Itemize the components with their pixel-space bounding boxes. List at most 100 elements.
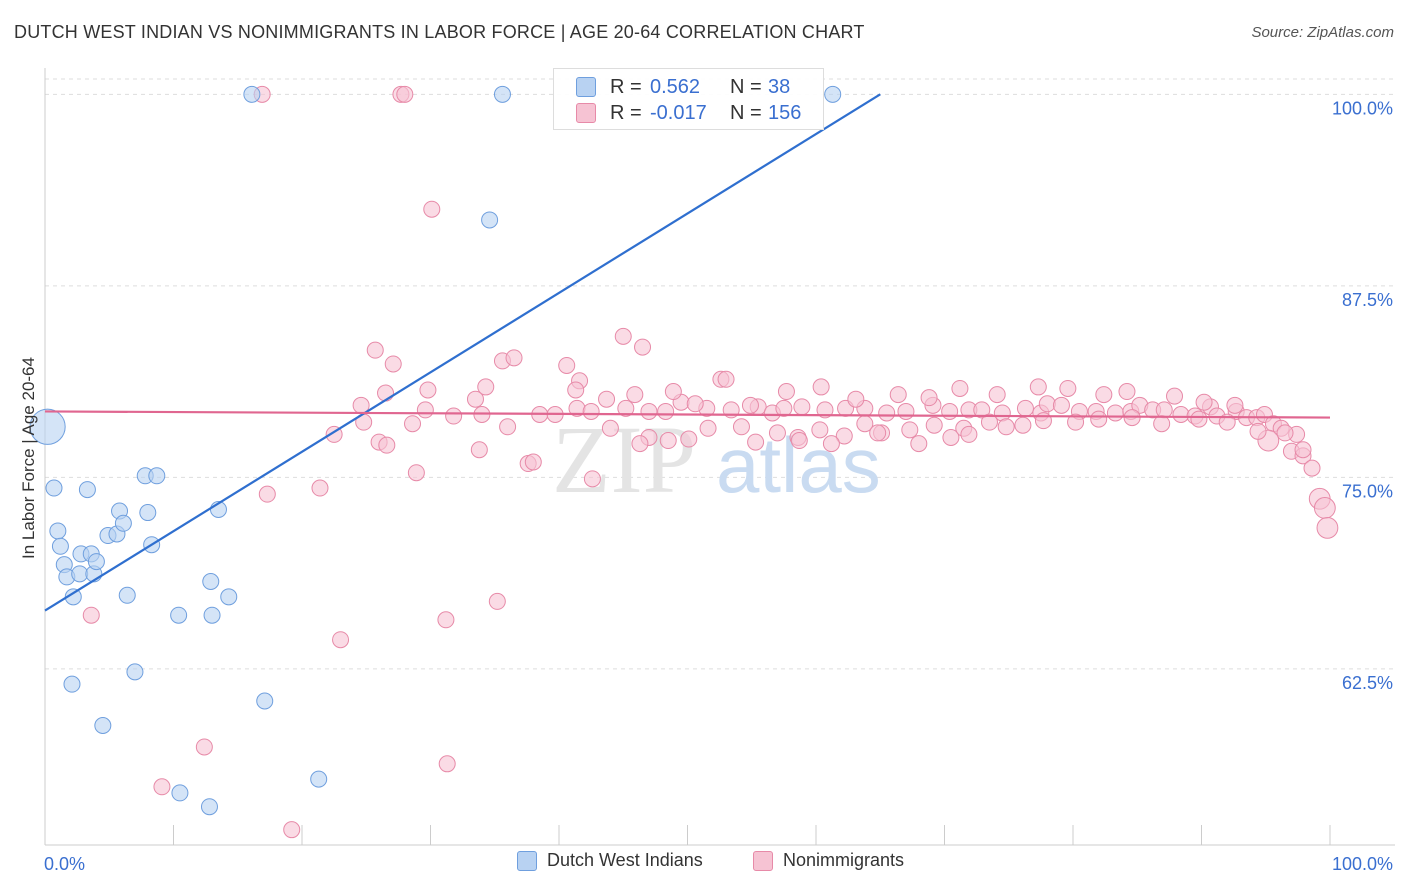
dutch-west-indian-point: [87, 553, 105, 571]
stats-legend: R = 0.562 N = 38 R = -0.017 N = 156: [553, 68, 824, 130]
nonimmigrant-point: [477, 378, 495, 396]
stats-r-value: -0.017: [650, 101, 707, 124]
dutch-west-indian-point: [200, 798, 218, 816]
nonimmigrant-point: [416, 401, 434, 419]
nonimmigrant-point: [768, 424, 786, 442]
nonimmigrant-point: [686, 395, 704, 413]
nonimmigrant-point: [82, 606, 100, 624]
dutch-west-indian-point: [71, 565, 89, 583]
x-tick-label-min: 0.0%: [44, 854, 85, 874]
bottom-legend: Dutch West Indians Nonimmigrants: [0, 850, 1406, 878]
dutch-west-indian-point: [126, 663, 144, 681]
nonimmigrant-point: [1316, 516, 1339, 539]
y-tick-label: 75.0%: [1342, 481, 1393, 501]
chart-title: DUTCH WEST INDIAN VS NONIMMIGRANTS IN LA…: [14, 22, 865, 42]
nonimmigrant-point: [1029, 378, 1047, 396]
stats-swatch-pink: [576, 103, 596, 123]
legend-item-dutch-west-indians[interactable]: Dutch West Indians: [517, 850, 703, 871]
nonimmigrant-point: [1153, 415, 1171, 433]
x-tick-label-max: 100.0%: [1332, 854, 1393, 874]
dutch-west-indian-point: [202, 572, 220, 590]
nonimmigrant-point: [437, 611, 455, 629]
y-tick-label: 100.0%: [1332, 98, 1393, 118]
nonimmigrant-point: [910, 435, 928, 453]
nonimmigrant-point: [1067, 413, 1085, 431]
nonimmigrant-point: [614, 327, 632, 345]
nonimmigrant-point: [524, 453, 542, 471]
dutch-west-indian-point: [481, 211, 499, 229]
nonimmigrant-point: [741, 396, 759, 414]
legend-swatch-pink: [753, 850, 773, 871]
stats-row-dutch: R = 0.562 N = 38: [576, 74, 790, 100]
nonimmigrant-point: [1059, 379, 1077, 397]
dutch-west-indian-point: [49, 522, 67, 540]
nonimmigrant-point: [793, 398, 811, 416]
y-axis-label: In Labor Force | Age 20-64: [19, 357, 38, 559]
nonimmigrant-point: [988, 386, 1006, 404]
nonimmigrant-point: [598, 390, 616, 408]
nonimmigrant-point: [332, 631, 350, 649]
nonimmigrant-point: [1313, 497, 1336, 519]
nonimmigrant-point: [1249, 422, 1267, 440]
nonimmigrant-point: [1106, 404, 1124, 422]
nonimmigrant-point: [1095, 386, 1113, 404]
nonimmigrant-point: [384, 355, 402, 373]
nonimmigrant-point: [1118, 383, 1136, 401]
nonimmigrant-point: [366, 341, 384, 359]
x-tick-labels: 0.0% 100.0%: [44, 854, 1393, 874]
nonimmigrant-point: [973, 401, 991, 419]
stats-r-value: 0.562: [650, 75, 701, 98]
nonimmigrant-point: [1195, 393, 1213, 411]
dutch-west-indian-point: [493, 85, 511, 103]
nonimmigrant-point: [869, 424, 887, 442]
nonimmigrant-point: [657, 402, 675, 420]
nonimmigrant-point: [777, 383, 795, 401]
legend-label: Nonimmigrants: [783, 850, 905, 870]
nonimmigrant-point: [423, 200, 441, 218]
nonimmigrant-point: [617, 399, 635, 417]
stats-n-value: 156: [768, 101, 802, 124]
nonimmigrant-point: [1226, 396, 1244, 414]
nonimmigrant-point: [558, 356, 576, 374]
dutch-west-indian-point: [148, 467, 166, 485]
nonimmigrant-point: [847, 390, 865, 408]
nonimmigrant-point: [664, 383, 682, 401]
nonimmigrant-point: [812, 378, 830, 396]
dutch-west-indian-point: [78, 481, 96, 499]
y-tick-label: 62.5%: [1342, 673, 1393, 693]
nonimmigrant-point: [258, 485, 276, 503]
nonimmigrant-point: [404, 415, 422, 433]
nonimmigrant-point: [1190, 410, 1208, 428]
dutch-west-indian-point: [114, 514, 132, 532]
nonimmigrant-point: [1090, 410, 1108, 428]
nonimmigrant-point: [378, 436, 396, 454]
nonimmigrant-point: [445, 407, 463, 425]
nonimmigrant-point: [634, 338, 652, 356]
legend-item-nonimmigrants[interactable]: Nonimmigrants: [753, 850, 904, 871]
nonimmigrant-point: [419, 381, 437, 399]
nonimmigrant-point: [980, 413, 998, 431]
nonimmigrant-point: [582, 402, 600, 420]
legend-label: Dutch West Indians: [547, 850, 703, 870]
dutch-west-indian-point: [256, 692, 274, 710]
nonimmigrant-point: [1294, 441, 1312, 459]
nonimmigrant-point: [942, 428, 960, 446]
nonimmigrant-point: [1303, 459, 1321, 477]
dutch-west-indian-point: [203, 606, 221, 624]
dutch-west-indian-point: [51, 537, 69, 555]
nonimmigrant-trend-line: [44, 410, 1331, 419]
nonimmigrant-point: [583, 470, 601, 488]
nonimmigrant-point: [438, 755, 456, 773]
watermark-zip: ZIP: [552, 406, 696, 513]
stats-row-nonimmigrants: R = -0.017 N = 156: [576, 100, 801, 126]
stats-r-label: R =: [610, 75, 642, 98]
dutch-west-indian-point: [94, 717, 112, 735]
trend-lines: [44, 93, 1331, 612]
nonimmigrant-point: [567, 381, 585, 399]
nonimmigrant-point: [499, 418, 517, 436]
nonimmigrant-point: [822, 435, 840, 453]
nonimmigrant-point: [1016, 399, 1034, 417]
nonimmigrant-point: [835, 427, 853, 445]
nonimmigrant-point: [951, 379, 969, 397]
